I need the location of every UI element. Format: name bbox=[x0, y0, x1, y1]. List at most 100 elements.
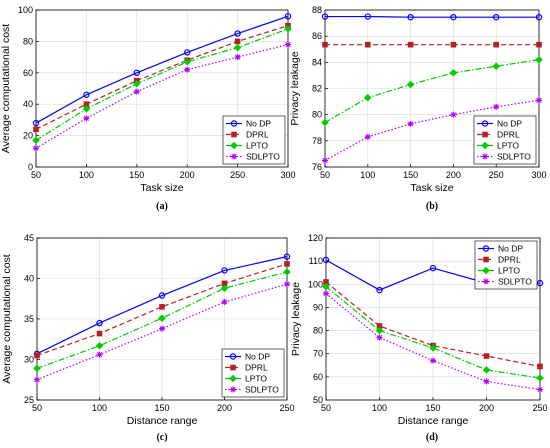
data-point bbox=[364, 133, 371, 140]
legend-marker bbox=[481, 141, 489, 150]
data-point bbox=[34, 376, 40, 383]
data-point bbox=[492, 62, 500, 71]
x-tick-label: 200 bbox=[180, 170, 195, 180]
y-tick-label: 60 bbox=[23, 68, 33, 78]
y-tick-label: 70 bbox=[313, 349, 323, 359]
data-point bbox=[322, 282, 330, 291]
legend-label: No DP bbox=[245, 352, 270, 362]
legend-label: DPRL bbox=[246, 130, 269, 140]
series-no-dp bbox=[321, 13, 543, 21]
chart-panel-2: 50 100 150 200 250 25 30 35 40 45 Distance range Av… bbox=[1, 233, 295, 443]
data-point bbox=[321, 118, 329, 127]
legend-marker bbox=[229, 353, 237, 360]
y-axis-label: Average computational cost bbox=[0, 24, 12, 153]
data-point bbox=[321, 13, 329, 20]
legend-marker bbox=[481, 120, 489, 127]
series-line bbox=[36, 283, 288, 381]
series-sdlpto bbox=[34, 281, 290, 383]
x-tick-label: 250 bbox=[230, 170, 245, 180]
legend-label: DPRL bbox=[245, 363, 268, 373]
data-point bbox=[536, 374, 544, 382]
x-tick-label: 100 bbox=[92, 403, 107, 413]
data-point bbox=[493, 13, 500, 21]
data-point bbox=[33, 145, 39, 152]
legend-marker bbox=[482, 153, 488, 160]
y-tick-label: 35 bbox=[24, 314, 34, 324]
data-point bbox=[83, 91, 90, 98]
x-tick-label: 200 bbox=[479, 403, 494, 413]
series-line bbox=[36, 263, 288, 357]
data-point bbox=[234, 30, 241, 37]
data-point bbox=[96, 351, 103, 358]
y-tick-label: 60 bbox=[313, 372, 323, 382]
data-point bbox=[96, 319, 103, 327]
x-tick-label: 200 bbox=[217, 403, 232, 413]
legend-marker bbox=[230, 120, 238, 127]
series-line bbox=[35, 25, 289, 130]
x-tick-label: 250 bbox=[489, 170, 504, 180]
legend-label: DPRL bbox=[498, 255, 521, 265]
data-point bbox=[322, 157, 328, 164]
y-tick-label: 110 bbox=[309, 256, 323, 266]
data-point bbox=[536, 97, 542, 104]
data-point bbox=[483, 353, 490, 359]
x-tick-label: 150 bbox=[129, 170, 144, 180]
data-point bbox=[284, 261, 290, 267]
legend-marker bbox=[483, 278, 489, 285]
x-tick-label: 250 bbox=[532, 403, 547, 413]
data-point bbox=[34, 352, 40, 359]
data-point bbox=[322, 256, 330, 264]
x-axis-label: Distance range bbox=[398, 415, 469, 427]
data-point bbox=[284, 25, 292, 33]
series-line bbox=[325, 286, 541, 379]
data-point bbox=[234, 54, 241, 61]
data-point bbox=[284, 281, 290, 288]
data-point bbox=[535, 13, 543, 21]
legend-label: SDLPTO bbox=[498, 277, 532, 287]
data-point bbox=[95, 341, 104, 350]
data-point bbox=[220, 284, 229, 292]
legend-label: DPRL bbox=[497, 130, 520, 140]
series-lpto bbox=[33, 268, 291, 373]
data-point bbox=[234, 38, 241, 45]
data-point bbox=[493, 41, 499, 48]
x-tick-label: 300 bbox=[531, 170, 546, 180]
y-tick-label: 50 bbox=[313, 395, 323, 405]
x-axis-label: Distance range bbox=[127, 415, 198, 427]
x-tick-label: 100 bbox=[79, 170, 94, 180]
legend-label: LPTO bbox=[245, 374, 267, 384]
series-line bbox=[36, 256, 288, 355]
chart-panel-0: 50 100 150 200 250 300 0 20 40 60 80 100 Task size Av… bbox=[0, 5, 296, 212]
data-point bbox=[221, 298, 228, 305]
panel-caption: (c) bbox=[156, 432, 167, 443]
legend-label: No DP bbox=[246, 119, 271, 129]
y-tick-label: 30 bbox=[24, 355, 34, 365]
y-tick-label: 0 bbox=[28, 162, 33, 172]
series-line bbox=[324, 59, 540, 124]
x-tick-label: 150 bbox=[154, 403, 169, 413]
data-point bbox=[32, 119, 40, 127]
y-tick-label: 40 bbox=[24, 274, 34, 284]
chart-panel-1: 50 100 150 200 250 300 76 78 80 82 84 86 88 Task size… bbox=[289, 5, 547, 212]
y-tick-label: 84 bbox=[312, 57, 322, 67]
x-tick-label: 50 bbox=[320, 170, 330, 180]
legend-label: LPTO bbox=[497, 141, 519, 151]
data-point bbox=[482, 366, 491, 374]
data-point bbox=[407, 41, 414, 48]
data-point bbox=[159, 304, 165, 310]
y-tick-label: 80 bbox=[312, 110, 322, 120]
data-point bbox=[133, 80, 141, 88]
data-point bbox=[376, 334, 383, 341]
legend-marker bbox=[231, 153, 237, 160]
legend-marker bbox=[482, 131, 488, 138]
y-tick-label: 78 bbox=[312, 136, 322, 146]
data-point bbox=[184, 66, 191, 73]
y-axis-label: Privacy leakage bbox=[290, 282, 302, 356]
plot-frame bbox=[35, 9, 289, 168]
series-dprl bbox=[322, 41, 542, 48]
x-tick-label: 250 bbox=[279, 403, 294, 413]
y-tick-label: 88 bbox=[312, 5, 322, 15]
data-point bbox=[364, 41, 371, 48]
